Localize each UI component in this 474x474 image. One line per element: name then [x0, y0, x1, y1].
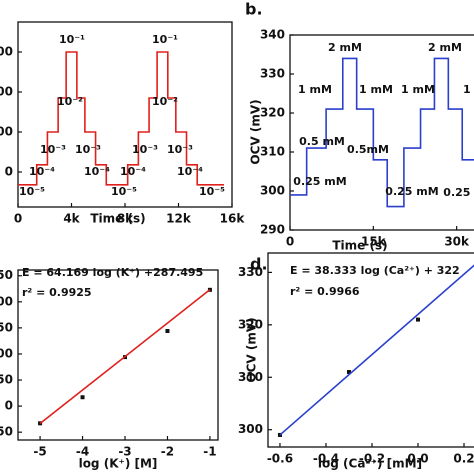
axes-frame: [17, 21, 233, 208]
annotation: r² = 0.9925: [22, 286, 92, 299]
x-tick-label: 30k: [444, 235, 470, 249]
y-tick-label: 300: [260, 184, 285, 198]
annotation: E = 38.333 log (Ca²⁺) + 322: [290, 264, 460, 277]
annotation: 2 mM: [328, 41, 362, 54]
annotation: 10⁻³: [40, 143, 66, 156]
x-tick-label: 0: [14, 212, 22, 226]
annotation: 0.25 mM: [385, 185, 438, 198]
axes-frame: [17, 269, 219, 441]
y-tick-label: 330: [238, 265, 263, 279]
annotation: 1 mM: [401, 83, 435, 96]
x-tick-label: 0: [286, 235, 294, 249]
annotation: 1 mM: [463, 83, 474, 96]
annotation: 0.5mM: [347, 143, 389, 156]
y-tick-label: 310: [260, 145, 285, 159]
x-axis-title: log (K⁺) [M]: [79, 457, 158, 471]
x-tick-label: -0.6: [267, 452, 293, 466]
x-tick-label: 16k: [220, 212, 246, 226]
y-tick-label: 150: [0, 320, 13, 334]
x-tick-label: 12k: [166, 212, 192, 226]
x-tick-label: 8k: [117, 212, 134, 226]
panel-label: d.: [250, 255, 268, 274]
annotation: 10⁻³: [167, 143, 193, 156]
x-axis-title: Time (s): [332, 239, 387, 253]
annotation: 10⁻³: [132, 143, 158, 156]
y-tick-label: 340: [260, 28, 285, 42]
annotation: 10⁻⁴: [177, 165, 203, 178]
annotation: 10⁻²: [152, 95, 178, 108]
x-tick-label: 4k: [63, 212, 80, 226]
y-tick-label: 290: [260, 223, 285, 237]
annotation: 10⁻⁵: [19, 185, 45, 198]
annotation: 10⁻¹: [59, 33, 85, 46]
y-tick-label: 50: [0, 373, 13, 387]
annotation: 10⁻⁴: [29, 165, 55, 178]
axes-frame: [267, 252, 474, 448]
y-tick-label: 320: [238, 317, 263, 331]
y-tick-label: 200: [0, 85, 13, 99]
x-axis-title: log (Ca²⁺) [mM]: [318, 457, 422, 471]
annotation: 0.5 mM: [299, 135, 345, 148]
y-axis-title: OCV (mV): [245, 317, 259, 382]
x-tick-label: -1: [203, 445, 216, 459]
x-tick-label: -2: [161, 445, 174, 459]
y-tick-label: 300: [0, 45, 13, 59]
x-tick-label: 15k: [361, 235, 387, 249]
data-line: [279, 264, 474, 436]
data-point: [165, 329, 170, 334]
annotation: 10⁻⁴: [120, 165, 146, 178]
panel-label: b.: [245, 0, 263, 19]
annotation: 1 mM: [298, 83, 332, 96]
data-point: [80, 395, 85, 400]
axes-frame: [289, 34, 474, 231]
y-tick-label: 310: [238, 370, 263, 384]
x-tick-label: -4: [76, 445, 89, 459]
y-tick-label: 200: [0, 294, 13, 308]
x-tick-label: -0.4: [313, 452, 339, 466]
y-tick-label: 330: [260, 67, 285, 81]
annotation: 0.25 mM: [443, 186, 474, 199]
y-tick-label: 250: [0, 268, 13, 282]
data-point: [346, 370, 351, 375]
data-point: [415, 317, 420, 322]
annotation: 0.25 mM: [293, 175, 346, 188]
annotation: 10⁻²: [57, 95, 83, 108]
x-tick-label: -3: [118, 445, 131, 459]
annotation: 10⁻⁵: [199, 185, 225, 198]
annotation: 10⁻⁴: [84, 165, 110, 178]
y-tick-label: 0: [5, 399, 13, 413]
y-tick-label: -50: [0, 425, 13, 439]
x-tick-label: 0.0: [407, 452, 428, 466]
annotation: r² = 0.9966: [290, 285, 360, 298]
annotation: 10⁻³: [75, 143, 101, 156]
data-line: [290, 57, 474, 208]
annotation: 1 mM: [359, 83, 393, 96]
y-axis-title: OCV (mV): [249, 99, 263, 164]
y-tick-label: 100: [0, 125, 13, 139]
y-tick-label: 0: [5, 165, 13, 179]
x-tick-label: 0.2: [453, 452, 474, 466]
annotation: 10⁻¹: [152, 33, 178, 46]
data-line: [18, 51, 224, 186]
annotation: 10⁻⁵: [111, 185, 137, 198]
x-tick-label: -5: [33, 445, 46, 459]
x-axis-title: Time (s): [90, 212, 145, 226]
data-line: [39, 289, 211, 425]
y-tick-label: 100: [0, 346, 13, 360]
y-tick-label: 300: [238, 422, 263, 436]
y-tick-label: 320: [260, 106, 285, 120]
annotation: E = 64.169 log (K⁺) +287.495: [22, 266, 203, 279]
x-tick-label: -0.2: [359, 452, 385, 466]
annotation: 2 mM: [428, 41, 462, 54]
